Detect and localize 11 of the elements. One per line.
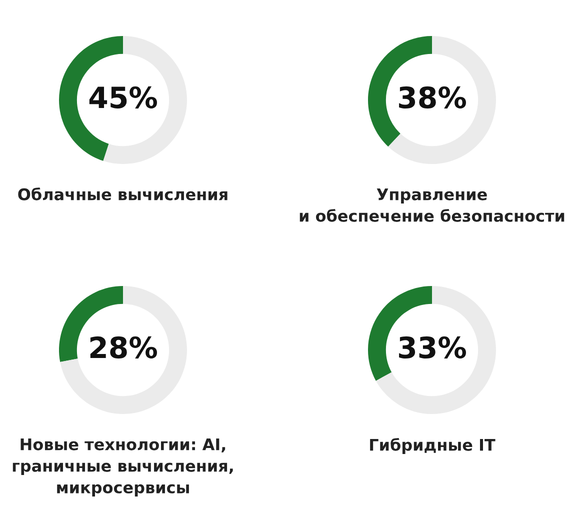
donut-slice (60, 286, 187, 414)
data-label: 33% (399, 336, 466, 358)
text: Гибридные IT (370, 438, 496, 454)
text: Новые технологии: AI, граничные вычисления, микросервисы (12, 438, 233, 497)
text: Облачные вычисления (18, 187, 228, 200)
donut-slice (388, 36, 496, 164)
data-label: 45% (89, 86, 157, 108)
data-label: 28% (90, 336, 157, 358)
donut-slice (376, 286, 496, 414)
data-label: 38% (399, 86, 466, 108)
text: Управление и обеспечение безопасности (300, 188, 564, 222)
